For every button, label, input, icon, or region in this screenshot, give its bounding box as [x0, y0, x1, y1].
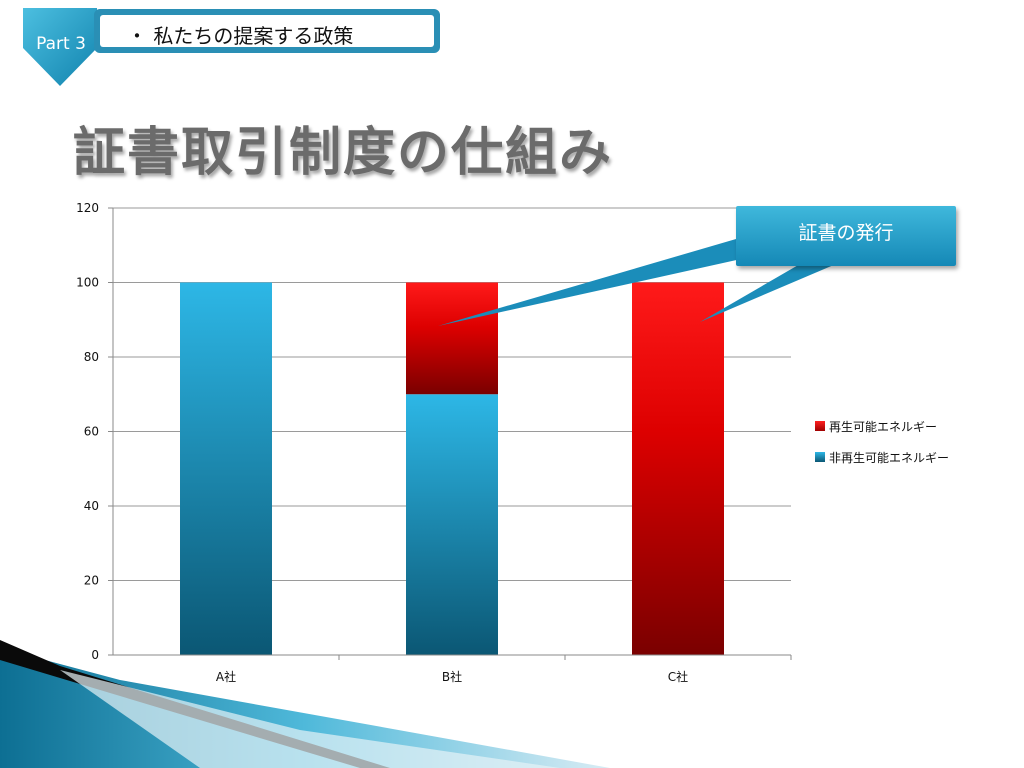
x-tick-label: C社 [668, 669, 688, 684]
legend-item-non-renewable: 非再生可能エネルギー [815, 449, 949, 465]
topic-text: ・ 私たちの提案する政策 [127, 24, 354, 48]
x-tick-label: B社 [442, 669, 462, 684]
x-tick-label: A社 [216, 669, 236, 684]
bar-non-renewable [406, 394, 498, 655]
y-tick-label: 20 [84, 574, 99, 588]
bar-renewable [632, 282, 724, 655]
legend-label-non-renewable: 非再生可能エネルギー [829, 450, 950, 465]
part-label: Part 3 [36, 34, 86, 54]
legend-swatch-red [815, 421, 825, 431]
bar-renewable [406, 282, 498, 395]
page-title: 証書取引制度の仕組み [73, 123, 614, 183]
callout-pointer-c [700, 264, 836, 322]
part-badge-shape [23, 8, 97, 86]
y-tick-label: 80 [84, 350, 99, 364]
legend-label-renewable: 再生可能エネルギー [829, 419, 938, 434]
legend-item-renewable: 再生可能エネルギー [815, 418, 949, 434]
y-tick-label: 0 [91, 648, 99, 662]
callout-certificate-issuance: 証書の発行 [736, 206, 956, 266]
corner-decoration [0, 640, 610, 768]
legend-swatch-blue [815, 452, 825, 462]
bar-non-renewable [180, 282, 272, 655]
chart-legend: 再生可能エネルギー 非再生可能エネルギー [815, 418, 949, 480]
topic-box: ・ 私たちの提案する政策 [94, 9, 440, 53]
callout-pointer-b [438, 232, 800, 326]
y-tick-label: 120 [76, 201, 99, 215]
y-tick-label: 100 [76, 276, 99, 290]
callout-text: 証書の発行 [798, 222, 894, 244]
y-tick-label: 40 [84, 499, 99, 513]
y-tick-label: 60 [84, 425, 99, 439]
